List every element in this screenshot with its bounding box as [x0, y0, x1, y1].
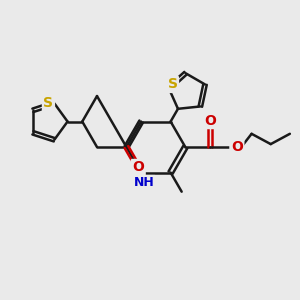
- Text: O: O: [204, 114, 216, 128]
- Text: O: O: [132, 160, 144, 175]
- Text: S: S: [167, 77, 178, 92]
- Text: S: S: [44, 96, 53, 110]
- Text: O: O: [231, 140, 243, 154]
- Text: NH: NH: [134, 176, 154, 189]
